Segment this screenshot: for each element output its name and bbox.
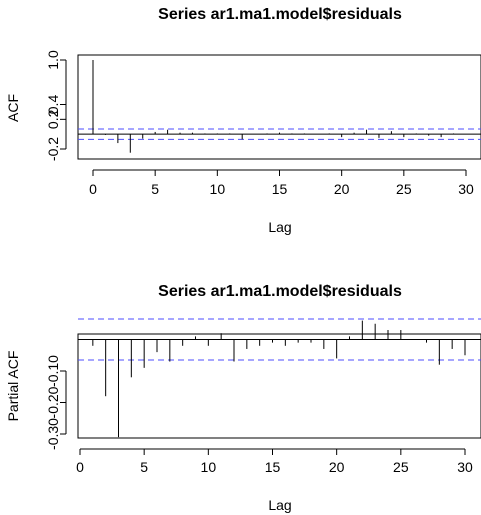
pacf-spikes — [92, 320, 466, 438]
acf-x-tick-label: 20 — [334, 181, 350, 197]
acf-y-tick-label: 0.4 — [45, 95, 61, 115]
acf-y-tick-label: 1.0 — [45, 50, 61, 70]
pacf-x-axis-label: Lag — [268, 497, 291, 513]
acf-x-axis-label: Lag — [268, 219, 291, 235]
acf-x-tick-label: 0 — [89, 181, 97, 197]
pacf-x-tick-label: 30 — [457, 459, 473, 475]
pacf-y-tick-label: -0.10 — [45, 355, 61, 387]
pacf-x-tick-label: 15 — [265, 459, 281, 475]
pacf-plot-frame — [77, 333, 481, 439]
acf-x-tick-label: 5 — [151, 181, 159, 197]
pacf-x-tick-label: 0 — [76, 459, 84, 475]
acf-x-tick-label: 30 — [458, 181, 474, 197]
pacf-confidence-bands — [78, 318, 481, 361]
acf-y-axis: -0.2 0.20.4 1.0 — [45, 50, 67, 161]
acf-spikes — [92, 60, 455, 153]
pacf-x-tick-label: 10 — [201, 459, 217, 475]
pacf-x-tick-label: 5 — [140, 459, 148, 475]
pacf-title: Series ar1.ma1.model$residuals — [158, 283, 402, 300]
acf-y-axis-label: ACF — [5, 94, 21, 122]
acf-x-tick-label: 10 — [210, 181, 226, 197]
pacf-x-axis: 0 5 10 15 20 25 30 — [76, 448, 473, 475]
acf-title: Series ar1.ma1.model$residuals — [158, 6, 402, 23]
acf-x-tick-label: 15 — [272, 181, 288, 197]
pacf-x-tick-label: 25 — [393, 459, 409, 475]
acf-confidence-bands — [78, 128, 481, 140]
pacf-panel: Series ar1.ma1.model$residuals 0 5 10 15 20 2… — [5, 283, 481, 513]
acf-x-axis: 0 5 10 15 20 25 30 — [89, 169, 474, 197]
acf-plot-frame — [77, 54, 481, 160]
pacf-y-axis: -0.30-0.20-0.10 — [45, 355, 67, 450]
pacf-y-tick-label: -0.30 — [45, 418, 61, 450]
pacf-x-tick-label: 20 — [329, 459, 345, 475]
acf-y-tick-label: -0.2 — [45, 137, 61, 161]
acf-panel: Series ar1.ma1.model$residuals 0 5 10 15 20 2… — [5, 6, 481, 235]
pacf-y-tick-label: -0.20 — [45, 386, 61, 418]
acf-x-tick-label: 25 — [396, 181, 412, 197]
pacf-y-axis-label: Partial ACF — [5, 351, 21, 422]
acf-y-tick-label: 0.2 — [45, 109, 61, 129]
